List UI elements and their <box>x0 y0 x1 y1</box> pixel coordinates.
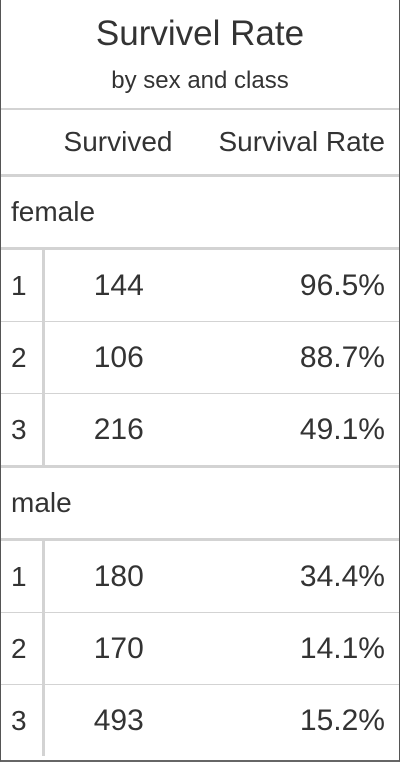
cell-survived: 180 <box>93 559 144 593</box>
cell-survived: 170 <box>43 612 193 685</box>
row-label: 3 <box>1 684 45 756</box>
table-row: 3 493 15.2% <box>1 684 399 756</box>
cell-survival-rate: 96.5% <box>299 268 385 302</box>
cell-survived: 216 <box>43 393 193 468</box>
cell-survival-rate: 88.7% <box>193 321 399 394</box>
cell-survived: 493 <box>43 684 193 756</box>
cell-survival-rate: 34.4% <box>299 559 385 593</box>
group-label: female <box>1 175 399 250</box>
data-table: Survived Survival Rate female 1 144 96.5… <box>1 110 399 756</box>
table-row: 1 180 34.4% <box>1 539 399 613</box>
cell-survived: 144 <box>93 268 144 302</box>
row-label: 2 <box>1 612 45 685</box>
group-row-female: female <box>1 175 399 250</box>
row-label: 1 <box>1 539 45 613</box>
table-row: 3 216 49.1% <box>1 393 399 468</box>
table-heading: Survivel Rate by sex and class <box>1 0 399 110</box>
table-title: Survivel Rate <box>95 14 305 53</box>
row-label: 2 <box>1 321 45 394</box>
cell-survival-rate: 14.1% <box>193 612 399 685</box>
group-row-male: male <box>1 466 399 541</box>
table-subtitle: by sex and class <box>111 67 289 94</box>
column-header-row: Survived Survival Rate <box>1 110 399 177</box>
cell-survival-rate: 15.2% <box>193 684 399 756</box>
column-header-survival-rate: Survival Rate <box>193 110 399 177</box>
row-label: 1 <box>1 248 45 322</box>
table-row: 2 170 14.1% <box>1 612 399 685</box>
row-label: 3 <box>1 393 45 468</box>
table-row: 1 144 96.5% <box>1 248 399 322</box>
group-label: male <box>1 466 399 541</box>
cell-survival-rate: 49.1% <box>193 393 399 468</box>
stub-header <box>1 110 43 177</box>
cell-survived: 106 <box>43 321 193 394</box>
column-header-survived: Survived <box>43 110 193 177</box>
table-row: 2 106 88.7% <box>1 321 399 394</box>
